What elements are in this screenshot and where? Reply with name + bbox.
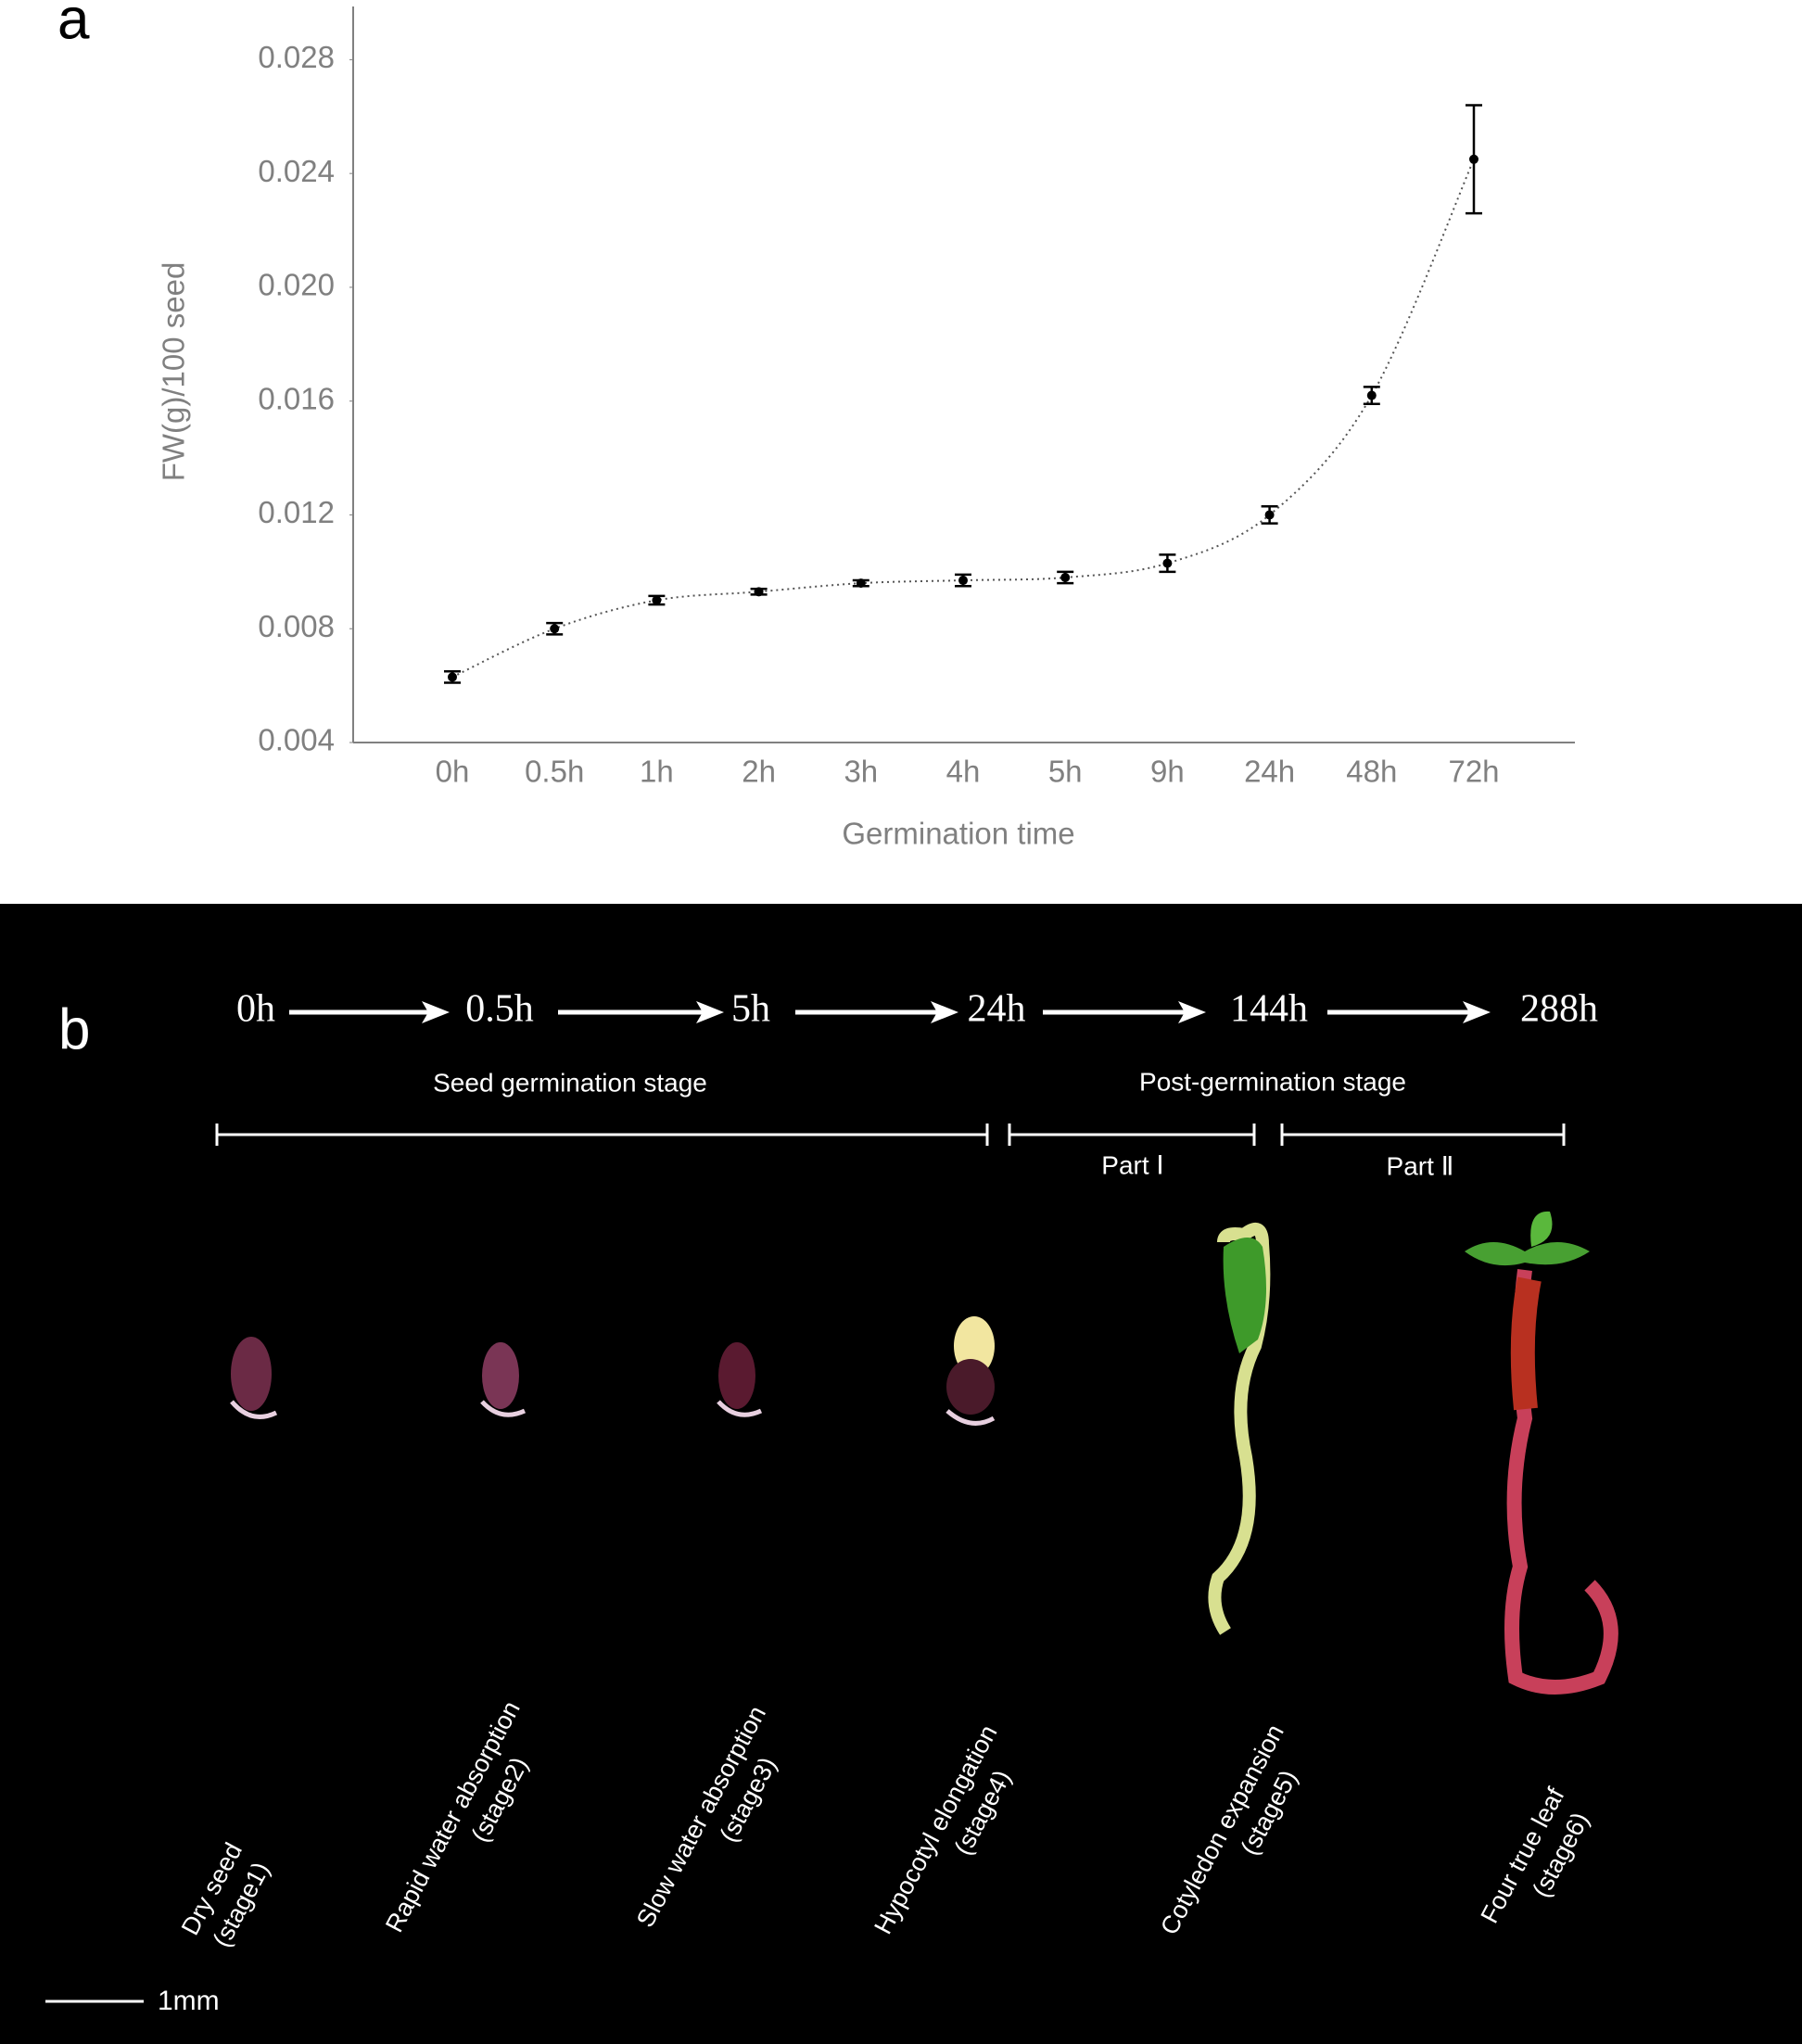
time-label: 0.5h	[465, 988, 534, 1031]
data-point	[550, 624, 560, 634]
x-tick-label: 72h	[1448, 755, 1499, 789]
part-label: Part Ⅱ	[1387, 1151, 1454, 1180]
y-tick-label: 0.008	[258, 609, 335, 643]
x-tick-label: 3h	[844, 755, 878, 789]
time-label: 0h	[236, 988, 275, 1031]
x-tick-label: 9h	[1150, 755, 1185, 789]
scale-bar-label: 1mm	[158, 1986, 220, 2016]
data-point	[448, 672, 457, 682]
data-point	[1366, 390, 1377, 400]
panel-label: b	[58, 997, 90, 1061]
data-point	[1469, 154, 1478, 164]
time-label: 144h	[1230, 988, 1308, 1031]
time-label: 288h	[1520, 988, 1598, 1031]
x-tick-label: 0h	[436, 755, 470, 789]
time-label: 5h	[731, 988, 770, 1031]
data-point	[652, 595, 662, 605]
panel-b-background	[0, 904, 1802, 2044]
arrows	[289, 1001, 1491, 1023]
y-tick-label: 0.020	[258, 268, 335, 302]
x-tick-label: 4h	[946, 755, 981, 789]
x-tick-label: 24h	[1244, 755, 1295, 789]
part-label: Part Ⅰ	[1101, 1150, 1163, 1179]
y-tick-label: 0.024	[258, 154, 335, 188]
x-axis-title: Germination time	[842, 817, 1074, 851]
stage-group-label: Post-germination stage	[1139, 1067, 1406, 1096]
trend-line	[451, 159, 1475, 679]
data-point	[1060, 572, 1071, 582]
seed-images	[230, 1211, 1618, 1695]
data-point	[958, 576, 968, 586]
data-point	[1162, 558, 1173, 568]
brackets	[215, 1124, 1566, 1146]
x-tick-label: 5h	[1048, 755, 1083, 789]
stage-group-label: Seed germination stage	[433, 1068, 707, 1097]
data-point	[1264, 510, 1275, 520]
x-tick-label: 2h	[742, 755, 776, 789]
x-tick-label: 1h	[640, 755, 674, 789]
x-tick-label: 48h	[1346, 755, 1397, 789]
panel-label: a	[57, 0, 90, 51]
y-tick-label: 0.028	[258, 40, 335, 74]
y-axis-title: FW(g)/100 seed	[157, 262, 191, 482]
y-tick-label: 0.004	[258, 723, 335, 757]
x-tick-label: 0.5h	[525, 755, 584, 789]
y-tick-label: 0.016	[258, 381, 335, 415]
data-point	[754, 587, 764, 597]
time-label: 24h	[968, 988, 1026, 1031]
y-tick-label: 0.012	[258, 495, 335, 529]
data-point	[856, 578, 866, 589]
